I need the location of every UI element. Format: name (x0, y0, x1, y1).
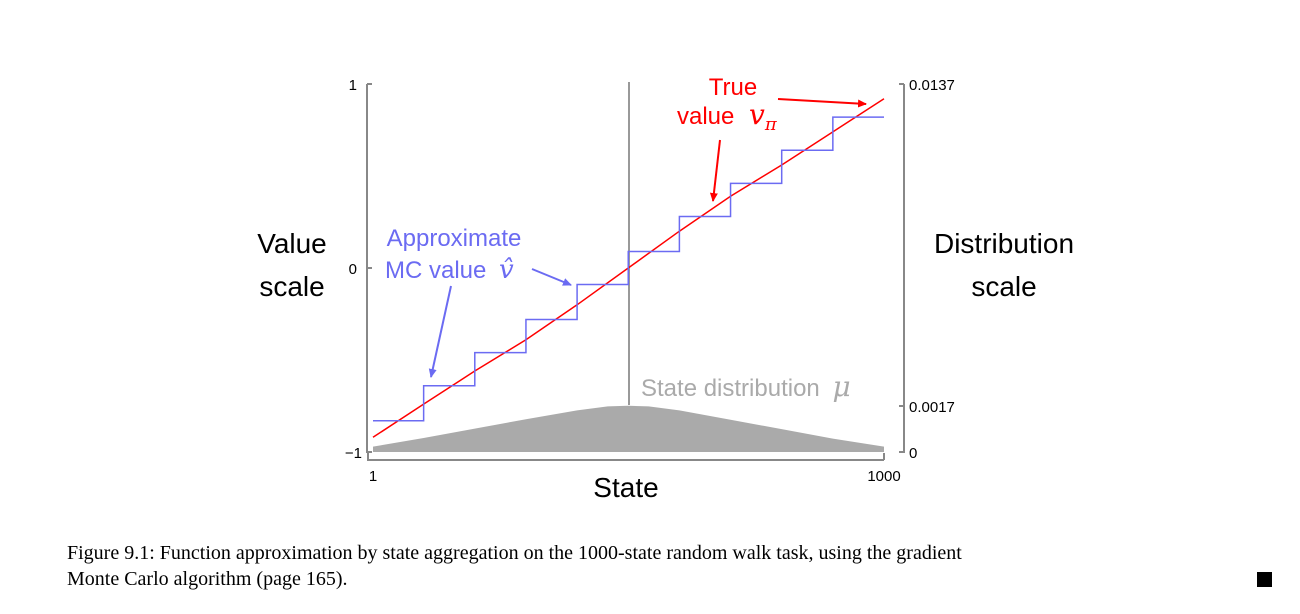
approx-value-series (373, 116, 884, 422)
approx-arrow-lower (428, 285, 452, 378)
approx-value-step-line (373, 116, 884, 422)
distribution-series (373, 405, 884, 452)
approx-label-math: v̂ (499, 255, 514, 285)
figure-caption: Figure 9.1: Function approximation by st… (67, 540, 1277, 592)
approx-label-line1: Approximate (387, 225, 522, 252)
true-value-label-line2: value vπ (677, 98, 778, 135)
approx-label-line2: MC value v̂ (385, 255, 514, 285)
right-axis-label-line1: Distribution (934, 228, 1074, 259)
distribution-label-math: μ (832, 370, 850, 403)
caption-line-2: Monte Carlo algorithm (page 165). (67, 568, 348, 590)
left-tick-label-bottom: −1 (345, 445, 362, 462)
left-tick-label-top: 1 (349, 77, 357, 94)
distribution-label-word: State distribution (641, 375, 820, 402)
true-value-label-line1: True (709, 74, 757, 101)
left-axis-label-line1: Value (257, 228, 327, 259)
distribution-label: State distribution μ (641, 370, 851, 403)
distribution-area (373, 405, 884, 452)
right-tick-label-top: 0.0137 (909, 77, 955, 94)
right-axis-label-line2: scale (971, 271, 1036, 302)
approx-arrow-upper (531, 268, 572, 286)
caption-line-1: Figure 9.1: Function approximation by st… (67, 542, 962, 564)
true-value-label-word: value (677, 103, 734, 130)
true-value-label-math: v (749, 98, 765, 131)
left-axis-label-line2: scale (259, 271, 324, 302)
right-tick-label-mid: 0.0017 (909, 399, 955, 416)
true-value-arrow-upper (777, 98, 867, 108)
left-tick-label-mid: 0 (349, 261, 357, 278)
x-tick-label-left: 1 (369, 468, 377, 485)
x-tick-label-right: 1000 (867, 468, 900, 485)
true-value-arrow-lower (709, 139, 721, 202)
approx-label-word: MC value (385, 257, 486, 284)
chart-area: 1 0 −1 0.0137 0.0017 0 1 1000 State Valu… (257, 74, 1074, 503)
right-tick-label-bottom: 0 (909, 445, 917, 462)
x-axis-label: State (593, 472, 658, 503)
true-value-label-subscript: π (764, 114, 778, 135)
end-of-figure-square (1257, 572, 1272, 587)
